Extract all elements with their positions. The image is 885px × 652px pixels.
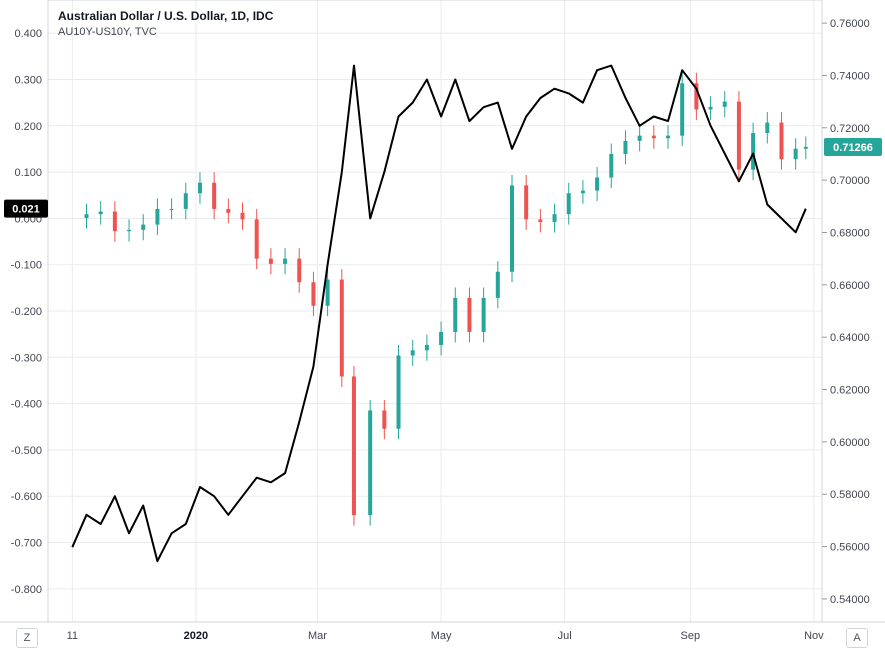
candle-body <box>382 410 387 429</box>
candle-body <box>566 193 571 215</box>
right-tick-label: 0.56000 <box>830 542 870 554</box>
candle-body <box>538 219 543 223</box>
candle-body <box>98 211 103 215</box>
left-tick-label: -0.800 <box>11 584 42 596</box>
candle-body <box>467 297 472 332</box>
left-tick-label: -0.600 <box>11 491 42 503</box>
x-tick-label: 11 <box>67 630 78 642</box>
candle-body <box>268 258 273 264</box>
axes <box>0 0 885 623</box>
candle-body <box>254 219 259 259</box>
candle-body <box>155 208 160 225</box>
candle-body <box>127 229 132 232</box>
x-tick-label: May <box>431 630 452 642</box>
right-tick-label: 0.76000 <box>830 18 870 30</box>
candle-body <box>637 135 642 141</box>
x-tick-label: Nov <box>804 630 824 642</box>
right-tick-label: 0.58000 <box>830 489 870 501</box>
candle-body <box>722 101 727 107</box>
right-tick-label: 0.62000 <box>830 385 870 397</box>
right-tick-label: 0.74000 <box>830 70 870 82</box>
candle-body <box>694 83 699 110</box>
candle-body <box>112 211 117 232</box>
candle-body <box>779 122 784 160</box>
right-tick-label: 0.54000 <box>830 594 870 606</box>
candle-body <box>297 258 302 283</box>
candle-body <box>751 133 756 170</box>
candle-body <box>552 214 557 223</box>
chart-subtitle: AU10Y-US10Y, TVC <box>58 26 157 38</box>
chart-title: Australian Dollar / U.S. Dollar, 1D, IDC <box>58 9 274 23</box>
right-tick-label: 0.68000 <box>830 227 870 239</box>
candle-body <box>396 355 401 429</box>
candle-body <box>212 182 217 209</box>
left-tick-label: -0.300 <box>11 352 42 364</box>
candle-body <box>311 282 316 306</box>
candle-body <box>651 135 656 139</box>
auto-scale-button[interactable]: A <box>846 628 868 648</box>
left-tick-label: -0.200 <box>11 306 42 318</box>
candle-body <box>509 185 514 272</box>
candle-body <box>439 331 444 346</box>
candle-body <box>481 297 486 332</box>
price-last-value: 0.71266 <box>833 142 873 154</box>
right-tick-label: 0.66000 <box>830 280 870 292</box>
left-tick-label: 0.300 <box>14 74 42 86</box>
candle-body <box>595 177 600 191</box>
candle-body <box>453 297 458 332</box>
grid-lines <box>48 0 822 622</box>
right-tick-label: 0.72000 <box>830 123 870 135</box>
spread-series-line <box>71 64 807 563</box>
left-tick-label: -0.400 <box>11 399 42 411</box>
last-value-tags: 0.021 0.71266 <box>4 137 882 218</box>
spread-last-tag <box>4 199 48 218</box>
candle-body <box>197 182 202 194</box>
candle-body <box>339 279 344 377</box>
candle-body <box>283 258 288 264</box>
right-tick-label: 0.60000 <box>830 437 870 449</box>
spread-line <box>71 64 807 563</box>
left-tick-label: -0.500 <box>11 445 42 457</box>
left-tick-label: 0.200 <box>14 121 42 133</box>
candle-body <box>368 410 373 516</box>
candle-body <box>84 214 89 219</box>
left-tick-label: 0.100 <box>14 167 42 179</box>
candle-body <box>793 148 798 160</box>
audusd-candles <box>84 72 808 526</box>
candle-body <box>680 83 685 136</box>
candle-body <box>580 190 585 194</box>
candle-body <box>495 271 500 298</box>
candle-body <box>765 122 770 134</box>
candle-body <box>736 101 741 170</box>
candle-body <box>141 224 146 230</box>
left-scale-button[interactable]: Z <box>16 628 38 648</box>
right-tick-label: 0.64000 <box>830 332 870 344</box>
candle-body <box>524 185 529 220</box>
x-tick-label: 2020 <box>184 630 208 642</box>
right-tick-label: 0.70000 <box>830 175 870 187</box>
candle-body <box>424 345 429 351</box>
left-tick-label: -0.100 <box>11 260 42 272</box>
candle-body <box>623 140 628 154</box>
candle-body <box>803 146 808 149</box>
spread-last-value: 0.021 <box>12 204 40 216</box>
candle-body <box>410 350 415 356</box>
price-last-tag <box>824 137 882 156</box>
axis-tick-labels: 0.4000.3000.2000.1000.000-0.100-0.200-0.… <box>11 18 870 642</box>
candle-body <box>169 208 174 210</box>
candle-body <box>325 279 330 306</box>
left-tick-label: 0.400 <box>14 28 42 40</box>
candle-body <box>708 106 713 110</box>
x-tick-label: Jul <box>558 630 572 642</box>
left-tick-label: -0.700 <box>11 538 42 550</box>
x-tick-label: Sep <box>681 630 701 642</box>
candle-body <box>666 135 671 139</box>
candle-body <box>351 376 356 516</box>
candle-body <box>183 193 188 209</box>
candle-body <box>226 208 231 213</box>
candle-body <box>609 153 614 178</box>
x-tick-label: Mar <box>308 630 327 642</box>
candle-body <box>240 212 245 220</box>
